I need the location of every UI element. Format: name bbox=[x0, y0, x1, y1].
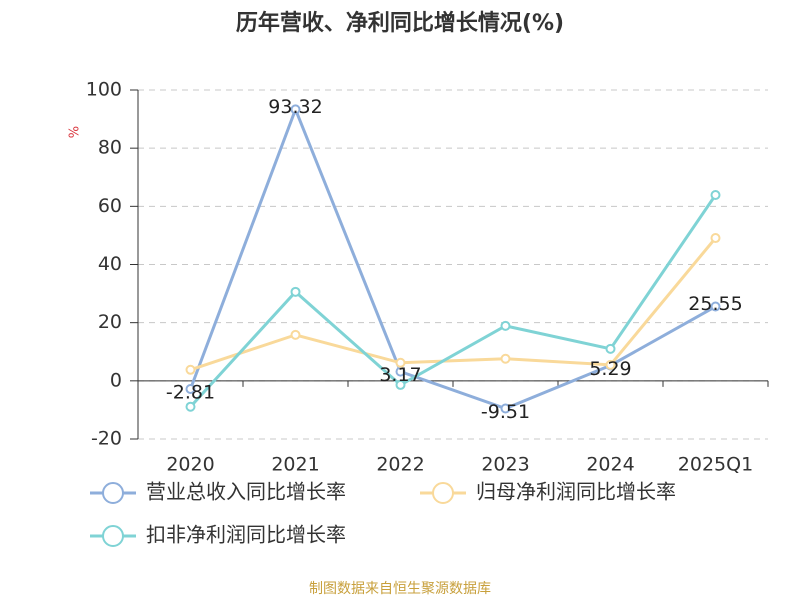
legend-marker bbox=[102, 525, 124, 547]
data-label: -9.51 bbox=[481, 401, 530, 423]
data-point bbox=[395, 357, 406, 368]
x-tick-label: 2021 bbox=[271, 454, 319, 476]
data-label: -2.81 bbox=[166, 382, 215, 404]
x-tick-label: 2022 bbox=[376, 454, 424, 476]
data-point bbox=[185, 384, 196, 395]
y-axis-label: % bbox=[68, 126, 83, 138]
data-point bbox=[710, 233, 721, 244]
y-tick-label: 60 bbox=[98, 195, 122, 217]
data-point bbox=[500, 353, 511, 364]
data-label: 3.17 bbox=[379, 364, 421, 386]
x-tick-label: 2020 bbox=[166, 454, 214, 476]
data-point bbox=[185, 364, 196, 375]
data-point bbox=[710, 189, 721, 200]
chart-title: 历年营收、净利同比增长情况(%) bbox=[236, 10, 564, 36]
legend-label: 营业总收入同比增长率 bbox=[146, 480, 346, 504]
y-tick-label: 100 bbox=[86, 79, 122, 101]
data-point bbox=[605, 343, 616, 354]
legend-label: 归母净利润同比增长率 bbox=[476, 480, 676, 504]
data-point bbox=[185, 401, 196, 412]
y-tick-label: 0 bbox=[110, 369, 122, 391]
x-tick-label: 2025Q1 bbox=[678, 454, 753, 476]
data-label: 25.55 bbox=[688, 293, 742, 315]
y-tick-label: 20 bbox=[98, 311, 122, 333]
x-tick-label: 2023 bbox=[481, 454, 529, 476]
data-label: 5.29 bbox=[589, 358, 631, 380]
x-tick-label: 2024 bbox=[586, 454, 634, 476]
data-point bbox=[500, 403, 511, 414]
series-line bbox=[190, 237, 717, 372]
series-line bbox=[189, 105, 717, 411]
source-note: 制图数据来自恒生聚源数据库 bbox=[309, 581, 491, 597]
y-tick-label: -20 bbox=[91, 428, 122, 450]
data-point bbox=[500, 320, 511, 331]
y-tick-label: 80 bbox=[98, 137, 122, 159]
data-label: 93.32 bbox=[268, 96, 322, 118]
data-point bbox=[290, 104, 301, 115]
y-tick-label: 40 bbox=[98, 253, 122, 275]
legend-label: 扣非净利润同比增长率 bbox=[146, 523, 346, 547]
legend-marker bbox=[102, 482, 124, 504]
legend-marker bbox=[432, 482, 454, 504]
series-line bbox=[189, 194, 717, 408]
data-point bbox=[605, 359, 616, 370]
data-point bbox=[290, 329, 301, 340]
data-point bbox=[395, 379, 406, 390]
data-point bbox=[290, 286, 301, 297]
data-point bbox=[710, 301, 721, 312]
